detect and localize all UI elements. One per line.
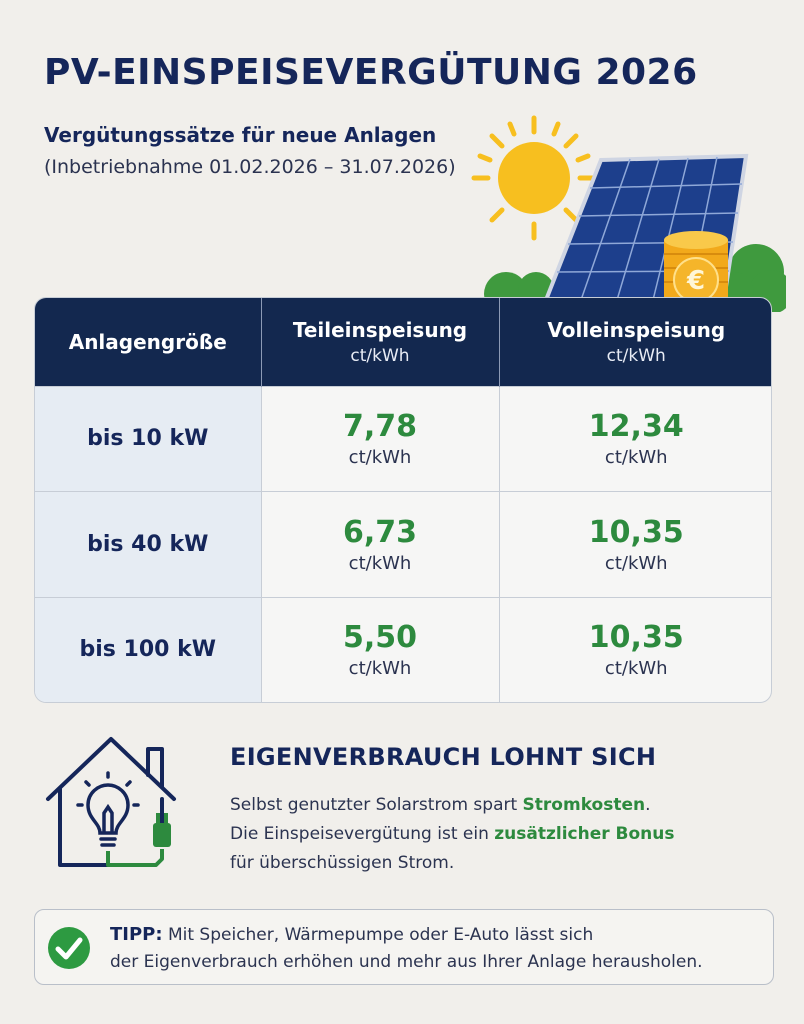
header-anlagengroesse: Anlagengröße xyxy=(35,298,262,386)
rate-value: 10,35 xyxy=(588,620,684,656)
size-cell: bis 100 kW xyxy=(35,596,262,702)
sun-solar-panel-coins-icon: € xyxy=(471,115,786,312)
feed-in-tariff-table: Anlagengröße Teileinspeisung ct/kWh Voll… xyxy=(34,297,772,703)
table-header-row: Anlagengröße Teileinspeisung ct/kWh Voll… xyxy=(35,298,771,386)
rate-value: 6,73 xyxy=(342,514,418,550)
rate-value: 12,34 xyxy=(588,409,684,445)
header-unit: ct/kWh xyxy=(606,345,666,366)
voll-cell: 10,35 ct/kWh xyxy=(499,491,771,598)
table-row: bis 10 kW 7,78 ct/kWh 12,34 ct/kWh xyxy=(35,385,771,492)
rate-unit: ct/kWh xyxy=(604,552,668,574)
rate-value: 7,78 xyxy=(342,409,418,445)
teil-cell: 6,73 ct/kWh xyxy=(261,491,500,598)
voll-cell: 12,34 ct/kWh xyxy=(499,385,771,492)
highlight-bonus: zusätzlicher Bonus xyxy=(494,824,675,844)
voll-cell: 10,35 ct/kWh xyxy=(499,596,771,702)
euro-symbol: € xyxy=(686,266,705,296)
tip-text: TIPP: Mit Speicher, Wärmepumpe oder E-Au… xyxy=(110,924,703,972)
rate-value: 5,50 xyxy=(342,620,418,656)
check-circle-icon xyxy=(48,927,90,969)
eigenverbrauch-text: Selbst genutzter Solarstrom spart Stromk… xyxy=(230,795,675,873)
rate-unit: ct/kWh xyxy=(604,447,668,469)
header-unit: ct/kWh xyxy=(350,345,410,366)
page-title: PV-EINSPEISEVERGÜTUNG 2026 xyxy=(44,52,698,93)
size-cell: bis 10 kW xyxy=(35,385,262,492)
rate-unit: ct/kWh xyxy=(348,552,412,574)
table-row: bis 100 kW 5,50 ct/kWh 10,35 ct/kWh xyxy=(35,596,771,702)
teil-cell: 7,78 ct/kWh xyxy=(261,385,500,492)
header-volleinspeisung: Volleinspeisung ct/kWh xyxy=(499,298,771,386)
lightbulb-icon xyxy=(76,771,140,847)
rate-unit: ct/kWh xyxy=(348,658,412,680)
highlight-stromkosten: Stromkosten xyxy=(522,795,646,815)
teil-cell: 5,50 ct/kWh xyxy=(261,596,500,702)
header-teileinspeisung: Teileinspeisung ct/kWh xyxy=(261,298,500,386)
commissioning-period: (Inbetriebnahme 01.02.2026 – 31.07.2026) xyxy=(44,156,456,178)
house-lightbulb-plug-icon xyxy=(46,737,176,867)
table-row: bis 40 kW 6,73 ct/kWh 10,35 ct/kWh xyxy=(35,491,771,598)
coin-stack-icon: € xyxy=(664,231,728,303)
tip-label: TIPP: xyxy=(110,924,163,945)
eigenverbrauch-title: EIGENVERBRAUCH LOHNT SICH xyxy=(230,743,657,771)
rate-unit: ct/kWh xyxy=(604,658,668,680)
sun-icon xyxy=(471,115,597,241)
rate-unit: ct/kWh xyxy=(348,447,412,469)
size-cell: bis 40 kW xyxy=(35,491,262,598)
plug-icon xyxy=(106,813,171,867)
page-subtitle: Vergütungssätze für neue Anlagen xyxy=(44,123,437,147)
rate-value: 10,35 xyxy=(588,514,684,550)
tip-box: TIPP: Mit Speicher, Wärmepumpe oder E-Au… xyxy=(34,909,774,985)
